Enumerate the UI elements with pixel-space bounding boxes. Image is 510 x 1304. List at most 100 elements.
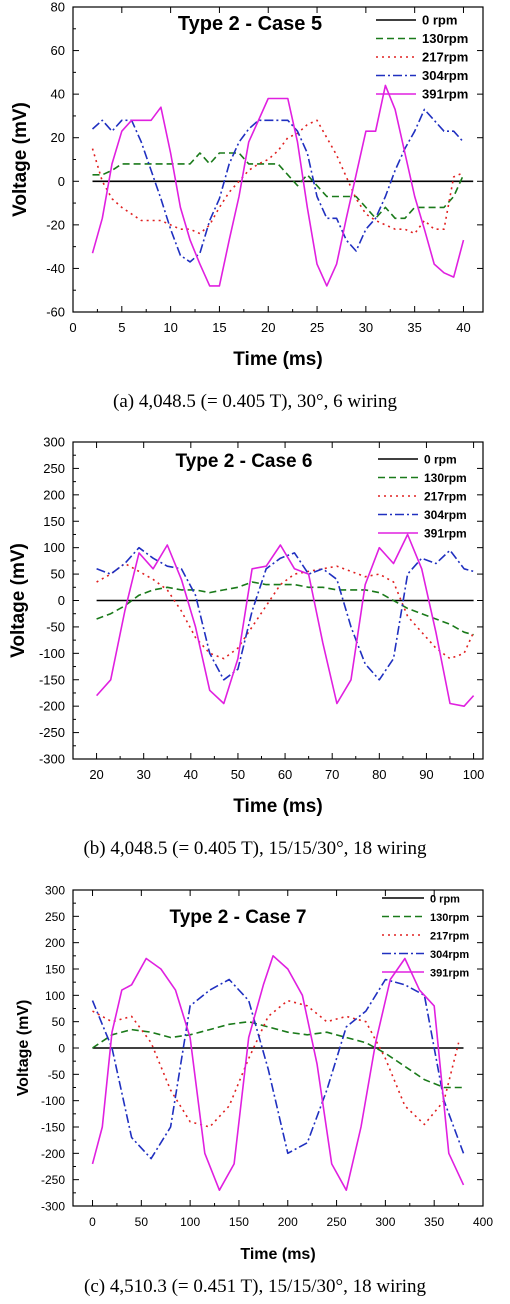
series-point-1 [209,592,210,593]
series-point-3 [280,558,281,559]
series-point-2 [277,150,278,151]
series-point-2 [326,137,327,138]
series-point-2 [190,1121,191,1122]
chart-a: 0 5 10 15 20 25 30 35 40 -60 -40 -20 0 20 40 60 80 Type 2… [10,0,484,370]
series-point-1 [251,581,252,582]
legend-label: 217rpm [430,931,469,943]
series-point-4 [424,229,425,230]
series-point-1 [153,589,154,590]
series-point-4 [160,968,161,969]
y-tick-label: 60 [51,43,65,58]
y-tick-label: -100 [41,1094,65,1108]
series-point-2 [223,658,224,659]
x-tick-label: 350 [424,1215,444,1229]
series-point-2 [434,229,435,230]
series-point-3 [124,563,125,564]
series-point-2 [238,181,239,182]
series-point-0 [473,600,474,601]
legend-label: 0 rpm [430,894,460,906]
legend-label: 391rpm [422,87,468,102]
series-point-1 [434,207,435,208]
series-point-3 [248,1000,249,1001]
y-tick-label: 20 [51,130,65,145]
series-point-2 [167,589,168,590]
series-point-2 [308,571,309,572]
y-tick-label: 100 [43,540,65,555]
series-point-3 [435,563,436,564]
y-tick-label: 300 [43,435,65,450]
series-point-4 [307,207,308,208]
series-point-1 [421,613,422,614]
series-point-1 [322,587,323,588]
series-point-1 [195,589,196,590]
series-point-1 [308,587,309,588]
series-point-1 [237,587,238,588]
series-point-4 [375,1042,376,1043]
caption-a: (a) 4,048.5 (= 0.405 T), 30°, 6 wiring [113,391,397,412]
series-point-2 [404,229,405,230]
series-point-1 [150,163,151,164]
series-point-4 [316,263,317,264]
series-point-1 [385,1053,386,1054]
series-point-3 [385,196,386,197]
series-point-4 [141,120,142,121]
series-point-2 [209,1126,210,1127]
y-axis-title: Voltage (mV) [8,543,29,658]
series-point-2 [463,172,464,173]
x-tick-label: 200 [278,1215,298,1229]
series-point-3 [180,255,181,256]
series-line-2 [96,562,475,660]
series-point-3 [153,558,154,559]
series-point-4 [237,658,238,659]
series-point-2 [393,581,394,582]
series-point-4 [302,995,303,996]
series-point-4 [160,107,161,108]
x-tick-label: 30 [359,320,373,335]
series-point-4 [219,1190,220,1191]
series-point-3 [365,663,366,664]
series-point-1 [110,613,111,614]
series-point-1 [199,152,200,153]
x-tick-label: 50 [231,767,245,782]
series-line-1 [96,581,474,636]
series-point-3 [421,558,422,559]
figure-c: 0 50 100 150 200 250 300 350 400 -300 -250 -200 -150… [0,865,510,1304]
series-point-4 [219,285,220,286]
series-point-3 [150,170,151,171]
series-point-2 [307,124,308,125]
series-point-3 [181,568,182,569]
x-tick-label: 250 [327,1215,347,1229]
series-point-4 [102,1126,103,1127]
y-tick-label: 250 [43,461,65,476]
series-point-3 [111,131,112,132]
series-point-2 [96,581,97,582]
series-point-4 [181,579,182,580]
legend-label: 130rpm [430,912,469,924]
series-point-2 [336,566,337,567]
series-point-4 [346,1190,347,1191]
series-point-2 [458,1042,459,1043]
series-point-4 [294,568,295,569]
series-point-3 [307,152,308,153]
series-point-4 [280,544,281,545]
series-point-3 [277,120,278,121]
series-point-1 [287,174,288,175]
series-point-4 [404,958,405,959]
series-point-3 [407,573,408,574]
series-point-4 [110,679,111,680]
series-point-1 [229,152,230,153]
series-point-4 [180,207,181,208]
series-point-3 [355,250,356,251]
series-point-1 [443,1087,444,1088]
series-point-2 [385,224,386,225]
series-point-4 [346,218,347,219]
series-point-2 [407,616,408,617]
series-point-4 [414,196,415,197]
y-tick-label: 0 [58,174,65,189]
series-point-4 [92,253,93,254]
series-point-1 [170,163,171,164]
series-point-2 [248,170,249,171]
series-point-2 [190,229,191,230]
series-point-1 [150,1032,151,1033]
legend-label: 130rpm [422,31,468,46]
